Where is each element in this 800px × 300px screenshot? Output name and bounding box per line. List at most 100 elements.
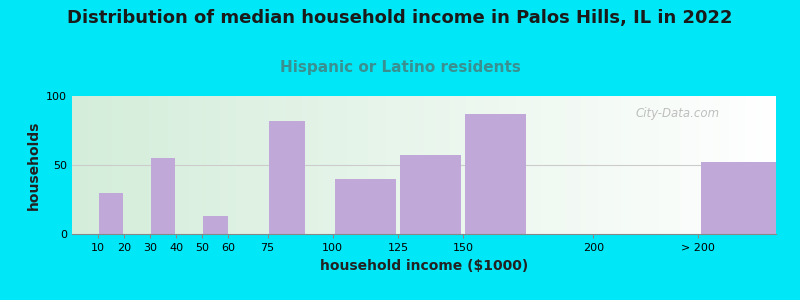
Bar <box>358 96 361 234</box>
Bar <box>374 96 377 234</box>
Bar <box>366 96 368 234</box>
Bar <box>370 96 372 234</box>
Bar <box>372 96 374 234</box>
Bar <box>623 96 626 234</box>
Bar <box>736 96 738 234</box>
Bar <box>161 96 163 234</box>
Bar <box>236 96 238 234</box>
Bar <box>680 96 682 234</box>
Bar <box>626 96 628 234</box>
Bar <box>610 96 612 234</box>
X-axis label: household income ($1000): household income ($1000) <box>320 259 528 273</box>
Bar <box>163 96 166 234</box>
Bar <box>755 96 758 234</box>
Bar <box>429 96 431 234</box>
Text: City-Data.com: City-Data.com <box>635 107 719 120</box>
Bar <box>180 96 182 234</box>
Bar <box>532 96 534 234</box>
Bar <box>758 96 759 234</box>
Bar <box>168 96 170 234</box>
Bar <box>668 96 670 234</box>
Bar <box>436 96 438 234</box>
Bar <box>159 96 161 234</box>
Bar <box>396 96 398 234</box>
Bar <box>492 96 494 234</box>
Bar <box>577 96 579 234</box>
Bar <box>126 96 128 234</box>
Bar <box>691 96 694 234</box>
Bar <box>210 96 213 234</box>
Bar <box>110 96 112 234</box>
Bar <box>227 96 230 234</box>
Bar <box>130 96 133 234</box>
Bar <box>734 96 736 234</box>
Bar <box>598 96 600 234</box>
Bar <box>314 96 316 234</box>
Bar <box>231 96 234 234</box>
Bar <box>478 96 480 234</box>
Bar <box>466 96 469 234</box>
Bar <box>98 96 100 234</box>
Bar <box>133 96 135 234</box>
Bar <box>607 96 610 234</box>
Bar <box>466 114 526 234</box>
Bar <box>527 96 530 234</box>
Bar <box>590 96 593 234</box>
Bar <box>138 96 140 234</box>
Bar <box>304 96 306 234</box>
Bar <box>208 96 210 234</box>
Bar <box>630 96 633 234</box>
Bar <box>128 96 130 234</box>
Bar <box>298 96 300 234</box>
Bar <box>243 96 246 234</box>
Bar <box>638 96 640 234</box>
Bar <box>738 96 741 234</box>
Bar <box>306 96 309 234</box>
Bar <box>335 179 396 234</box>
Bar <box>417 96 419 234</box>
Bar <box>271 96 274 234</box>
Bar <box>152 96 154 234</box>
Bar <box>431 96 434 234</box>
Bar <box>194 96 196 234</box>
Bar <box>178 96 180 234</box>
Bar <box>220 96 222 234</box>
Bar <box>548 96 550 234</box>
Bar <box>295 96 298 234</box>
Bar <box>506 96 509 234</box>
Bar <box>302 96 304 234</box>
Bar <box>617 96 618 234</box>
Bar <box>276 96 278 234</box>
Bar <box>471 96 474 234</box>
Bar <box>522 96 525 234</box>
Bar <box>682 96 685 234</box>
Bar <box>666 96 668 234</box>
Bar <box>142 96 145 234</box>
Bar <box>457 96 459 234</box>
Bar <box>534 96 537 234</box>
Bar <box>612 96 614 234</box>
Bar <box>696 96 698 234</box>
Bar <box>90 96 93 234</box>
Bar <box>215 96 218 234</box>
Bar <box>318 96 321 234</box>
Bar <box>487 96 490 234</box>
Bar <box>621 96 623 234</box>
Bar <box>230 96 231 234</box>
Bar <box>518 96 520 234</box>
Bar <box>391 96 394 234</box>
Bar <box>658 96 661 234</box>
Bar <box>520 96 522 234</box>
Bar <box>595 96 598 234</box>
Bar <box>635 96 638 234</box>
Bar <box>379 96 382 234</box>
Bar <box>579 96 582 234</box>
Bar <box>82 96 84 234</box>
Bar <box>105 96 107 234</box>
Bar <box>764 96 766 234</box>
Bar <box>464 96 466 234</box>
Bar <box>750 96 753 234</box>
Bar <box>300 96 302 234</box>
Bar <box>570 96 572 234</box>
Bar <box>572 96 574 234</box>
